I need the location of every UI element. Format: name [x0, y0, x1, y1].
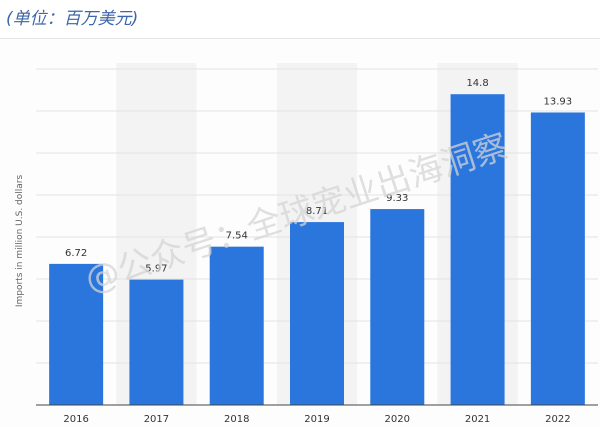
x-tick-2020: 2020 [385, 414, 410, 425]
bar-2019[interactable] [290, 222, 344, 405]
x-tick-2018: 2018 [224, 414, 249, 425]
x-tick-2016: 2016 [63, 414, 88, 425]
x-axis-ticks: 2016 2017 2018 2019 2020 2021 2022 [63, 414, 570, 425]
data-label-2018: 7.54 [226, 231, 248, 242]
bar-2020[interactable] [370, 209, 425, 405]
data-label-2022: 13.93 [544, 96, 573, 107]
data-label-2016: 6.72 [65, 248, 87, 259]
data-label-2020: 9.33 [386, 193, 408, 204]
data-labels: 6.72 5.97 7.54 8.71 9.33 14.8 13.93 [65, 78, 572, 274]
x-tick-2017: 2017 [144, 414, 169, 425]
chart-container: 6.72 5.97 7.54 8.71 9.33 14.8 13.93 2016 2017 20… [0, 38, 600, 427]
bar-2021[interactable] [450, 94, 505, 405]
y-axis-label: Imports in million U.S. dollars [15, 175, 25, 308]
bar-2022[interactable] [530, 112, 585, 405]
unit-caption: (单位：百万美元) [6, 9, 139, 29]
data-label-2017: 5.97 [145, 264, 167, 275]
x-tick-2022: 2022 [545, 414, 570, 425]
bars [49, 94, 585, 405]
data-label-2019: 8.71 [306, 206, 328, 217]
x-tick-2019: 2019 [304, 414, 329, 425]
x-tick-2021: 2021 [465, 414, 490, 425]
bar-2018[interactable] [209, 246, 264, 405]
bar-2017[interactable] [129, 279, 184, 405]
data-label-2021: 14.8 [466, 78, 488, 89]
bar-2016[interactable] [49, 263, 104, 405]
